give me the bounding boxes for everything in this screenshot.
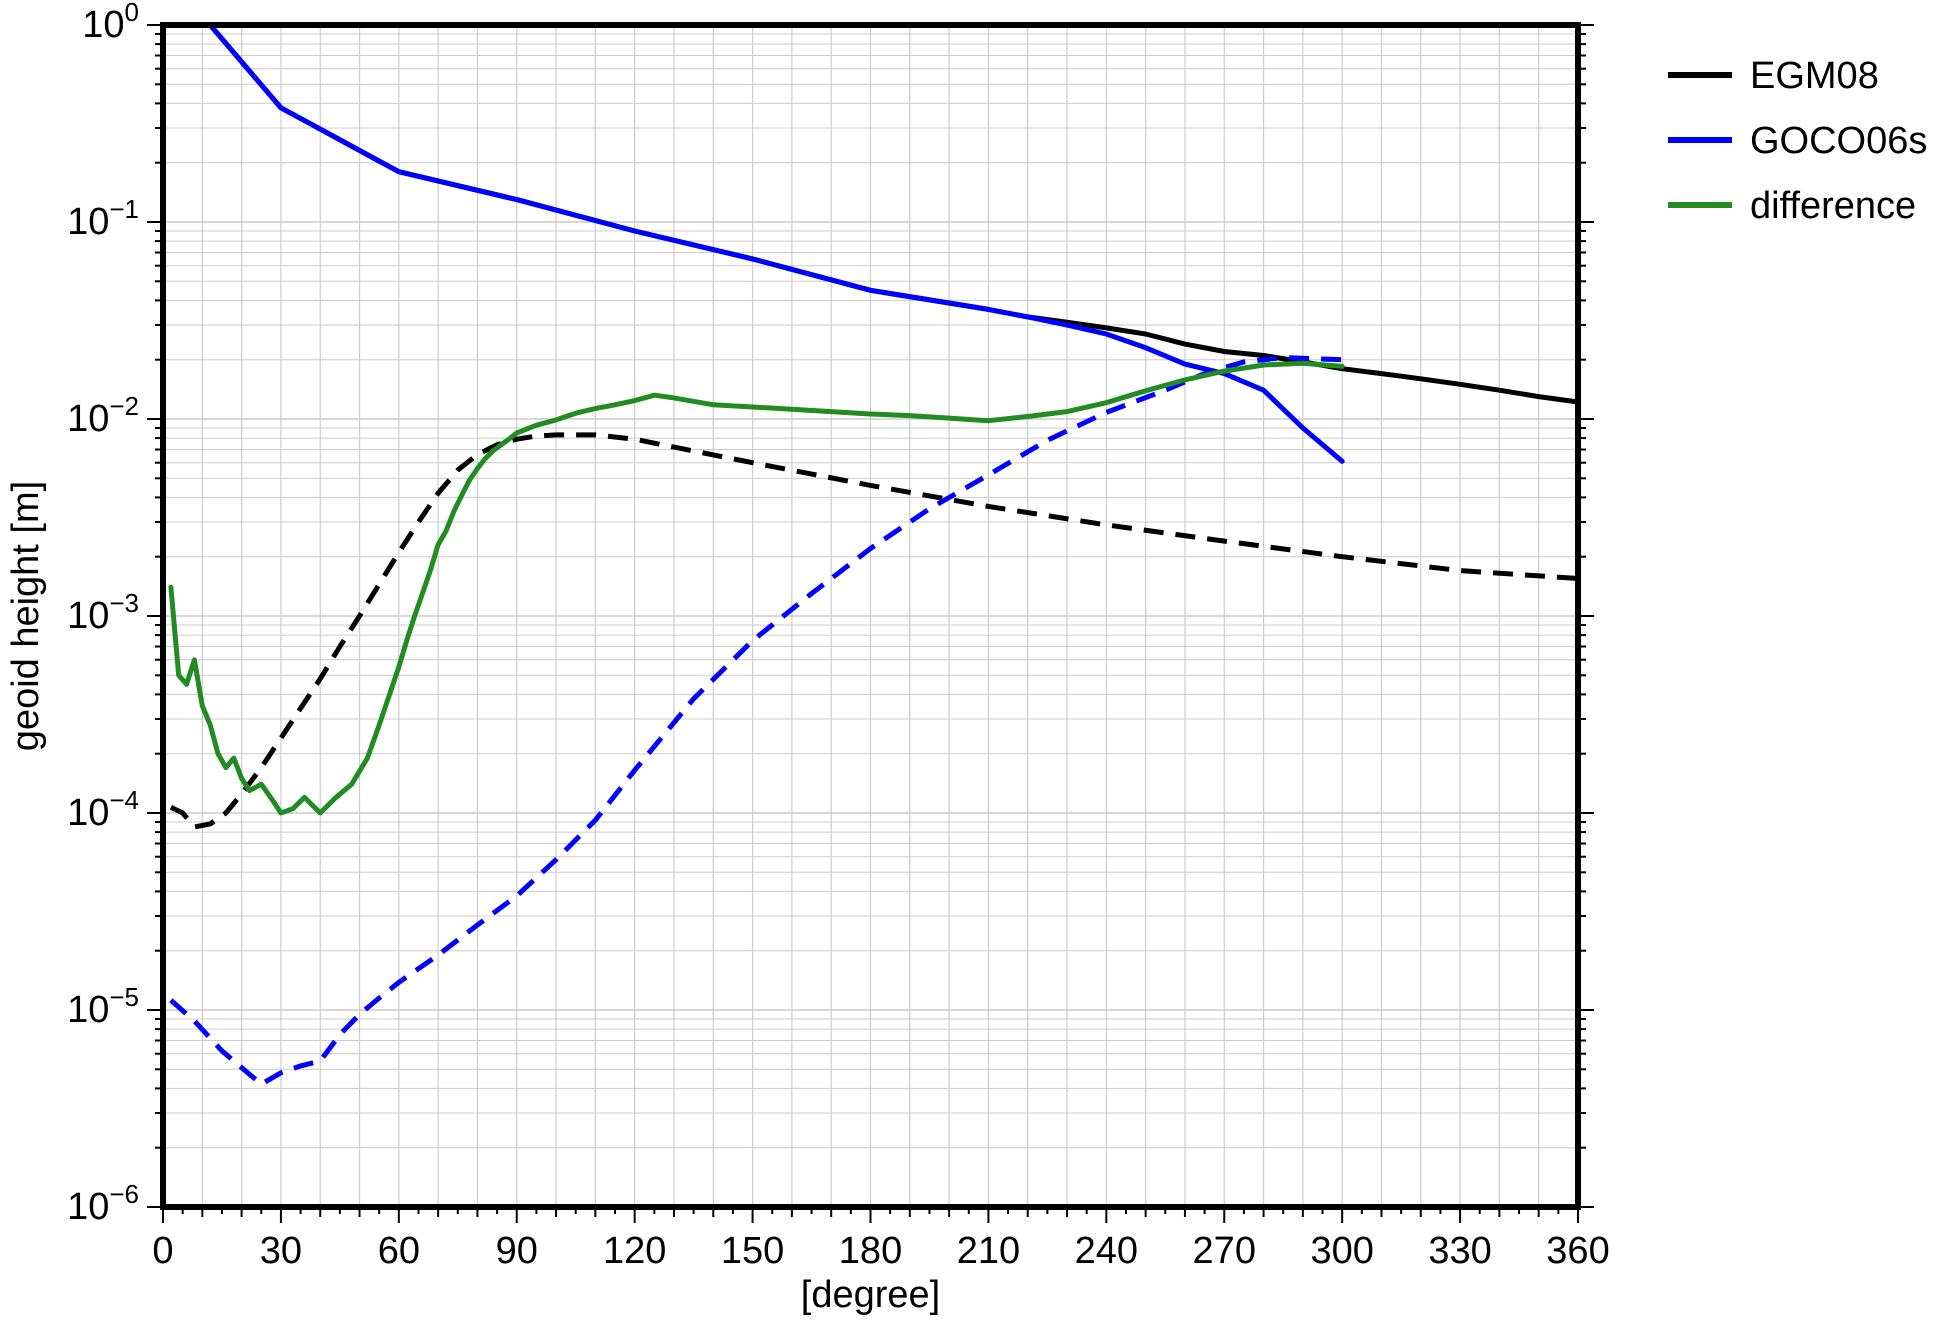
y-axis-label: geoid height [m] xyxy=(5,481,47,751)
series-line-difference xyxy=(168,360,1345,816)
legend-label: EGM08 xyxy=(1750,55,1879,97)
series-line-dashed-3 xyxy=(169,355,1343,1087)
legend-label: GOCO06s xyxy=(1750,120,1927,162)
y-tick-label: 100 xyxy=(82,0,139,46)
y-tick-label: 10−1 xyxy=(67,194,139,243)
x-axis-label: [degree] xyxy=(801,1274,940,1316)
x-tick-label: 120 xyxy=(603,1230,666,1272)
series-layer xyxy=(168,22,1581,1087)
y-tick-label: 10−2 xyxy=(67,391,139,440)
series-line-goco06s xyxy=(207,22,1345,464)
x-tick-label: 360 xyxy=(1546,1230,1609,1272)
x-tick-label: 150 xyxy=(721,1230,784,1272)
legend-label: difference xyxy=(1750,185,1916,227)
y-tick-label: 10−4 xyxy=(67,785,139,834)
x-tick-label: 300 xyxy=(1310,1230,1373,1272)
legend: EGM08 GOCO06s difference xyxy=(1668,55,1927,227)
axis-ticks xyxy=(147,24,1594,1223)
x-tick-label: 210 xyxy=(957,1230,1020,1272)
x-tick-label: 180 xyxy=(839,1230,902,1272)
x-tick-label: 330 xyxy=(1428,1230,1491,1272)
y-tick-label: 10−3 xyxy=(67,588,139,637)
x-tick-label: 0 xyxy=(152,1230,173,1272)
x-tick-label: 270 xyxy=(1193,1230,1256,1272)
x-tick-label: 90 xyxy=(496,1230,538,1272)
x-tick-label: 240 xyxy=(1075,1230,1138,1272)
y-tick-label: 10−5 xyxy=(67,982,139,1031)
y-tick-label: 10−6 xyxy=(67,1179,139,1228)
x-tick-label: 30 xyxy=(260,1230,302,1272)
tick-labels: 0 30 60 90 120 150 180 210 240 270 300 330 360 100 10−… xyxy=(67,0,1610,1272)
x-tick-label: 60 xyxy=(378,1230,420,1272)
